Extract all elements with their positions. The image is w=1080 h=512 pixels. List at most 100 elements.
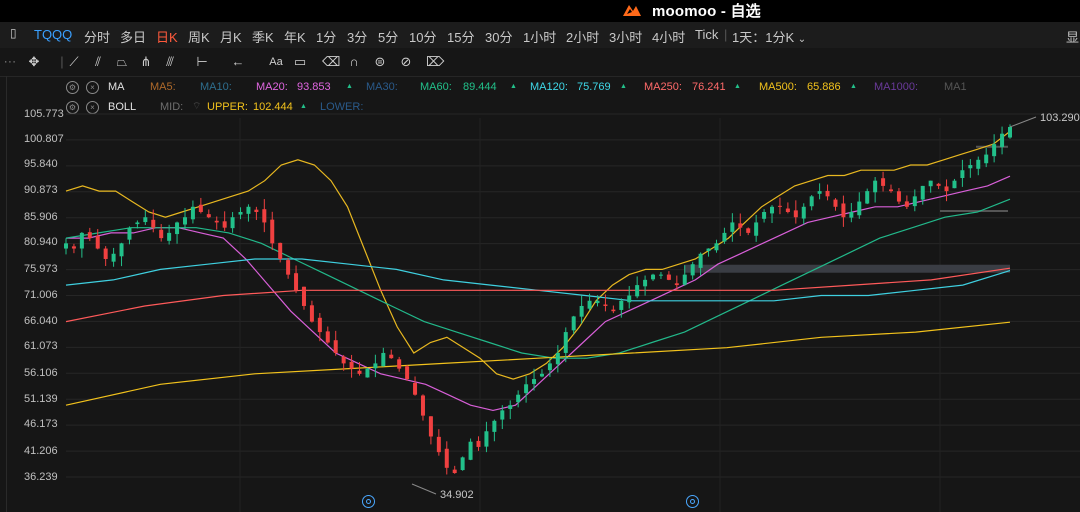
- tab-period-7[interactable]: 1分: [316, 30, 337, 45]
- tab-period-0[interactable]: 分时: [84, 30, 111, 45]
- y-tick: 85.906: [24, 211, 58, 223]
- more-tools-icon[interactable]: ⋯: [3, 54, 17, 69]
- chevron-down-icon: ⌄: [797, 34, 807, 45]
- event-marker-icon[interactable]: [686, 495, 699, 508]
- measure-icon[interactable]: ⊢: [196, 54, 208, 69]
- pitchfork-icon[interactable]: ⋔: [140, 54, 152, 69]
- boll-upper-label: UPPER:: [207, 101, 248, 113]
- hide-icon[interactable]: ⊘: [400, 54, 412, 69]
- candle-body: [984, 154, 989, 164]
- magnet-icon[interactable]: ∩: [349, 54, 359, 69]
- candle-body: [71, 246, 76, 249]
- candle-body: [889, 189, 894, 192]
- candle-body: [357, 370, 362, 374]
- candle-body: [135, 222, 140, 225]
- tab-period-10[interactable]: 10分: [409, 30, 437, 45]
- toolbar-divider: |: [724, 27, 728, 42]
- symbol-label[interactable]: TQQQ: [34, 27, 73, 42]
- candle-body: [349, 361, 354, 369]
- boll-settings-icon[interactable]: ⚙: [66, 101, 79, 114]
- candle-body: [658, 274, 663, 276]
- candle-body: [111, 253, 116, 262]
- candle-body: [666, 274, 671, 280]
- tab-period-14[interactable]: 2小时: [566, 30, 600, 45]
- candle-body: [738, 223, 743, 228]
- candle-body: [151, 219, 156, 228]
- candle-body: [341, 356, 346, 364]
- series-line-ma60: [65, 198, 1011, 359]
- candle-body: [873, 180, 878, 193]
- tab-period-1[interactable]: 多日: [120, 30, 147, 45]
- tab-period-16[interactable]: 4小时: [652, 30, 686, 45]
- candle-body: [492, 420, 497, 432]
- tab-period-8[interactable]: 3分: [347, 30, 368, 45]
- delete-icon[interactable]: ⌦: [426, 54, 445, 69]
- candle-body: [793, 210, 798, 218]
- candle-body: [904, 201, 909, 207]
- candle-body: [127, 227, 132, 240]
- layout-icon[interactable]: ▯: [10, 26, 17, 40]
- candle-body: [397, 359, 402, 369]
- candle-body: [143, 217, 148, 223]
- event-marker-icon[interactable]: [362, 495, 375, 508]
- series-line-ma250: [65, 267, 1011, 323]
- ma20-value: 93.853: [297, 81, 331, 93]
- candle-body: [79, 232, 84, 249]
- candle-body: [175, 222, 180, 235]
- arrow-icon[interactable]: ←: [231, 54, 245, 69]
- y-tick: 71.006: [24, 289, 58, 301]
- ma60-value: 89.444: [463, 81, 497, 93]
- candle-body: [801, 206, 806, 219]
- fan-icon[interactable]: ⫻: [166, 54, 174, 69]
- candle-body: [167, 232, 172, 241]
- multi-day-select-label: 1天：1分K: [732, 30, 795, 45]
- comment-icon[interactable]: ▭: [293, 54, 307, 69]
- tab-period-9[interactable]: 5分: [378, 30, 399, 45]
- tab-period-15[interactable]: 3小时: [609, 30, 643, 45]
- tab-period-4[interactable]: 月K: [220, 30, 242, 45]
- polyline-icon[interactable]: ⏢: [116, 54, 128, 69]
- tab-period-2[interactable]: 日K: [156, 30, 178, 45]
- ma-name: MA: [108, 81, 125, 93]
- candle-body: [857, 201, 862, 216]
- candle-body: [754, 222, 759, 236]
- y-tick: 100.807: [24, 133, 64, 145]
- display-menu[interactable]: 显: [1066, 30, 1080, 45]
- y-tick: 66.040: [24, 315, 58, 327]
- candle-body: [294, 273, 299, 291]
- ma5-label: MA5:: [150, 81, 176, 93]
- tab-period-17[interactable]: Tick: [695, 27, 719, 42]
- multi-day-select[interactable]: 1天：1分K ⌄: [732, 27, 806, 46]
- candle-body: [508, 405, 513, 409]
- candle-body: [444, 448, 449, 468]
- tab-period-3[interactable]: 周K: [188, 30, 210, 45]
- candle-body: [920, 185, 925, 200]
- channel-icon[interactable]: ⫽: [95, 54, 101, 69]
- candle-body: [468, 441, 473, 460]
- eraser-icon[interactable]: ⌫: [322, 54, 341, 69]
- high-leader-line: [1009, 116, 1037, 128]
- candle-body: [928, 180, 933, 187]
- candle-body: [833, 199, 838, 207]
- ma-settings-icon[interactable]: ⚙: [66, 81, 79, 94]
- tab-period-13[interactable]: 1小时: [523, 30, 557, 45]
- candle-body: [365, 368, 370, 378]
- ma-close-icon[interactable]: ×: [86, 81, 99, 94]
- trendline-icon[interactable]: ⟋: [69, 54, 79, 69]
- tab-period-5[interactable]: 季K: [252, 30, 274, 45]
- boll-close-icon[interactable]: ×: [86, 101, 99, 114]
- boll-indicator-row: ⚙ × BOLL MID: ⌔ UPPER: 102.444 ▲ LOWER:: [0, 98, 1080, 118]
- tab-period-11[interactable]: 15分: [447, 30, 475, 45]
- visibility-icon[interactable]: ⊜: [374, 54, 386, 69]
- candle-body: [817, 191, 822, 194]
- y-tick: 46.173: [24, 418, 58, 430]
- tab-period-12[interactable]: 30分: [485, 30, 513, 45]
- y-tick: 56.106: [24, 367, 58, 379]
- tab-period-6[interactable]: 年K: [284, 30, 306, 45]
- candle-body: [539, 373, 544, 377]
- candle-body: [698, 253, 703, 268]
- up-arrow-icon: ▲: [620, 83, 627, 90]
- text-icon[interactable]: Aa: [269, 56, 283, 68]
- candle-body: [325, 331, 330, 343]
- crosshair-move-icon[interactable]: ✥: [28, 54, 40, 69]
